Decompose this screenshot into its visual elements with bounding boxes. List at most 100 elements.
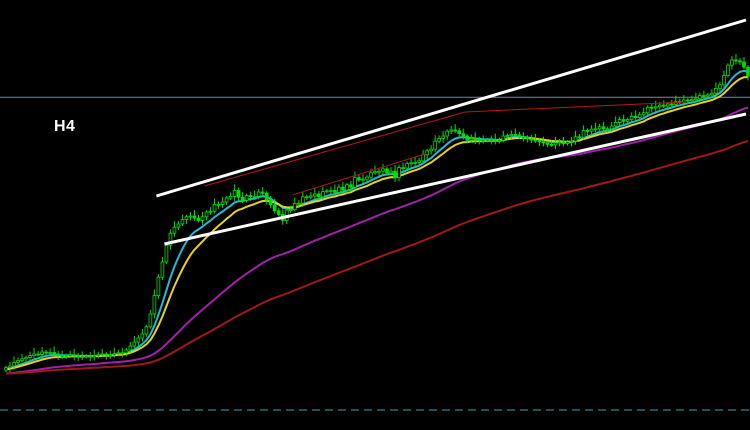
candle	[461, 128, 466, 140]
candle	[208, 207, 213, 215]
candle	[309, 192, 313, 200]
candle	[361, 174, 365, 185]
candle	[377, 168, 381, 176]
thin-red-trendline[interactable]	[292, 153, 426, 196]
channel-trendline[interactable]	[164, 112, 747, 246]
candle	[445, 129, 449, 140]
candle	[593, 122, 598, 132]
candle	[164, 243, 169, 264]
candle	[417, 157, 421, 166]
candle	[702, 90, 706, 100]
candle	[393, 165, 397, 182]
candle	[256, 189, 261, 200]
candle	[160, 257, 165, 280]
moving-average-8	[5, 69, 749, 371]
candle	[449, 126, 454, 134]
candle	[746, 65, 750, 81]
candle	[533, 134, 538, 143]
thin-red-trendline[interactable]	[204, 101, 686, 187]
candle	[413, 156, 417, 167]
candle	[156, 274, 161, 300]
candle	[437, 135, 441, 144]
candle	[192, 210, 197, 221]
candle	[120, 347, 125, 358]
candle	[184, 214, 189, 224]
candle	[549, 140, 554, 147]
candle	[621, 114, 626, 125]
candle	[180, 214, 185, 226]
candle	[573, 130, 578, 145]
candle	[12, 356, 16, 370]
candle	[220, 197, 225, 208]
candle	[501, 131, 506, 143]
candle	[489, 135, 494, 145]
candle	[8, 362, 12, 372]
candle	[264, 191, 269, 205]
candle	[730, 56, 734, 70]
candle	[397, 164, 401, 182]
candle	[252, 190, 257, 200]
candle	[726, 63, 730, 78]
candle	[665, 102, 670, 111]
candles-layer	[4, 54, 750, 372]
candle	[694, 92, 698, 102]
candle	[433, 135, 437, 152]
candle	[40, 347, 44, 359]
channel-trendline[interactable]	[155, 18, 747, 198]
candle	[329, 186, 333, 196]
candle	[577, 133, 582, 141]
candle	[88, 352, 93, 362]
candle	[112, 347, 117, 358]
candle	[601, 121, 606, 134]
candle	[465, 134, 470, 144]
candle	[453, 124, 458, 133]
candle	[84, 354, 89, 359]
candle	[734, 54, 738, 65]
candle	[597, 123, 602, 131]
candle	[76, 353, 81, 361]
candle	[561, 137, 566, 147]
candle	[288, 205, 293, 213]
candle	[718, 81, 722, 92]
candle	[477, 136, 482, 145]
candle	[345, 182, 349, 195]
candle	[481, 135, 486, 144]
candle	[276, 207, 281, 217]
moving-average-55	[5, 106, 749, 375]
candle	[509, 130, 514, 140]
candle	[216, 201, 221, 209]
candle	[44, 350, 48, 357]
candle	[405, 161, 409, 170]
candle	[353, 171, 357, 190]
candle	[429, 145, 433, 155]
candle	[742, 57, 746, 70]
candle	[64, 353, 68, 359]
horizontal-levels-layer	[0, 96, 750, 411]
moving-average-110	[5, 140, 749, 375]
candle	[653, 100, 658, 112]
candle	[96, 351, 101, 359]
candle	[321, 186, 325, 200]
candle	[80, 351, 85, 360]
candle	[609, 122, 614, 132]
candle	[357, 174, 361, 182]
candle	[473, 132, 478, 144]
candle	[349, 180, 353, 191]
candle	[168, 229, 173, 250]
candle	[313, 188, 317, 201]
candle	[401, 162, 405, 171]
candle	[469, 134, 474, 143]
candle	[645, 105, 650, 115]
candle	[457, 127, 462, 138]
candle	[585, 128, 590, 136]
candle	[244, 193, 249, 203]
candle	[260, 187, 265, 196]
candle	[493, 133, 498, 145]
candle	[389, 167, 393, 175]
candle	[385, 166, 389, 176]
candle	[678, 98, 682, 104]
candle	[381, 163, 385, 175]
candle	[517, 131, 522, 140]
